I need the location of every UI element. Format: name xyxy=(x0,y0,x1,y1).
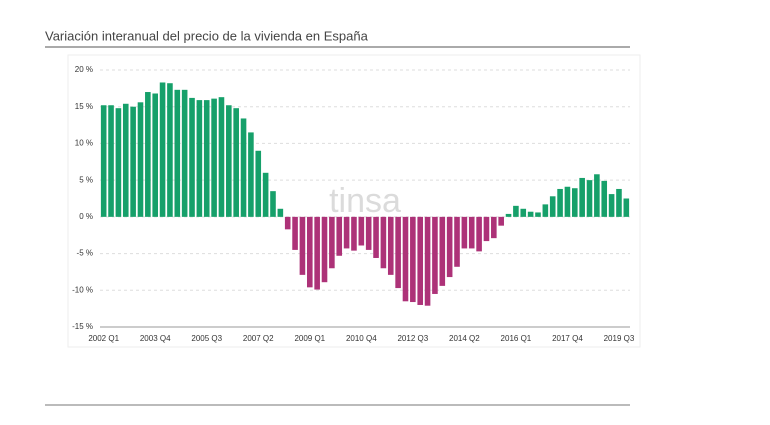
bar xyxy=(623,198,630,217)
bar xyxy=(513,205,519,217)
bar xyxy=(137,102,144,217)
bar xyxy=(402,216,409,302)
bar xyxy=(115,108,122,217)
y-tick-label: -10 % xyxy=(72,285,93,294)
bar xyxy=(557,188,563,217)
bar xyxy=(424,216,431,306)
bar xyxy=(417,216,424,305)
bar xyxy=(255,150,262,217)
bar xyxy=(491,216,497,239)
bar xyxy=(483,216,490,242)
bar xyxy=(270,191,276,217)
watermark: tinsa xyxy=(329,182,401,220)
bar xyxy=(351,216,357,251)
bar xyxy=(476,216,482,252)
bar xyxy=(203,100,210,217)
bar xyxy=(329,216,335,269)
y-tick-label: 5 % xyxy=(79,175,93,184)
bar xyxy=(365,216,372,250)
bar xyxy=(284,216,291,230)
bar xyxy=(579,177,585,217)
x-tick-label: 2010 Q4 xyxy=(346,334,377,343)
bar xyxy=(314,216,320,290)
x-tick-label: 2012 Q3 xyxy=(397,334,428,343)
bar xyxy=(358,216,365,246)
chart-title: Variación interanual del precio de la vi… xyxy=(45,28,369,43)
bar xyxy=(616,188,622,217)
bar xyxy=(292,216,298,250)
y-tick-label: 10 % xyxy=(75,139,93,148)
bar xyxy=(527,211,534,217)
bar xyxy=(100,105,107,217)
x-tick-label: 2019 Q3 xyxy=(604,334,635,343)
bar xyxy=(586,180,593,217)
bar xyxy=(145,92,151,217)
bar xyxy=(108,105,114,217)
bar xyxy=(240,118,247,217)
x-tick-label: 2014 Q2 xyxy=(449,334,480,343)
bar xyxy=(468,216,475,249)
bar xyxy=(410,216,416,303)
bar xyxy=(520,208,527,217)
plot-frame xyxy=(67,54,641,348)
y-tick-label: -15 % xyxy=(72,322,93,331)
bar xyxy=(387,216,394,275)
bar xyxy=(461,216,468,249)
x-tick-label: 2005 Q3 xyxy=(191,334,222,343)
bar xyxy=(549,196,556,217)
bar xyxy=(535,212,541,217)
y-tick-label: 15 % xyxy=(75,102,93,111)
bar xyxy=(571,188,578,217)
bar xyxy=(226,105,232,217)
bar xyxy=(321,216,328,283)
bar xyxy=(299,216,306,275)
bar xyxy=(218,97,225,217)
bar xyxy=(306,216,313,288)
x-tick-label: 2007 Q2 xyxy=(243,334,274,343)
x-tick-label: 2016 Q1 xyxy=(501,334,532,343)
bar xyxy=(594,174,600,217)
bar xyxy=(189,97,195,217)
bar xyxy=(159,82,166,217)
bar xyxy=(380,216,387,269)
bar xyxy=(373,216,379,258)
bar xyxy=(196,100,203,217)
bar xyxy=(505,213,512,217)
y-tick-label: 0 % xyxy=(79,212,93,221)
x-tick-label: 2002 Q1 xyxy=(88,334,119,343)
bar xyxy=(395,216,401,289)
bar xyxy=(174,89,181,217)
y-tick-label: -5 % xyxy=(77,249,93,258)
bar xyxy=(262,172,269,217)
bar xyxy=(167,83,173,217)
bar xyxy=(122,103,129,217)
bar xyxy=(181,89,188,217)
bar xyxy=(454,216,460,267)
bar xyxy=(446,216,453,278)
x-tick-label: 2003 Q4 xyxy=(140,334,171,343)
bar xyxy=(608,194,615,217)
x-tick-label: 2009 Q1 xyxy=(294,334,325,343)
bar xyxy=(542,204,549,217)
bar xyxy=(248,132,254,217)
bar xyxy=(601,180,608,217)
bar xyxy=(277,208,284,217)
bar xyxy=(343,216,350,249)
bar xyxy=(233,108,239,217)
bar xyxy=(130,106,136,217)
y-tick-label: 20 % xyxy=(75,65,93,74)
x-tick-label: 2017 Q4 xyxy=(552,334,583,343)
bar xyxy=(498,216,504,226)
bar xyxy=(211,98,217,217)
bar xyxy=(439,216,446,286)
bar xyxy=(432,216,438,294)
bar xyxy=(152,93,159,217)
bar xyxy=(336,216,343,256)
bar xyxy=(564,186,571,217)
